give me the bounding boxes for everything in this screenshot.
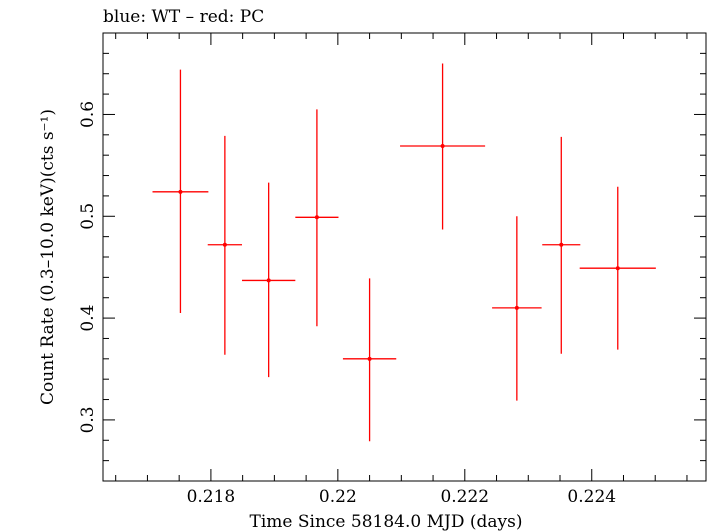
x-tick-label: 0.218 — [187, 487, 236, 507]
point-marker — [615, 266, 620, 271]
data-points — [152, 63, 656, 442]
point-marker — [314, 215, 319, 220]
y-tick-label: 0.4 — [78, 305, 98, 332]
point-marker — [178, 189, 183, 194]
y-tick-label: 0.6 — [78, 101, 98, 128]
y-axis-ticks: 0.3 0.4 0.5 0.6 — [78, 32, 706, 482]
data-point — [400, 63, 486, 230]
point-marker — [222, 242, 227, 247]
data-point — [542, 136, 581, 354]
data-point — [579, 186, 656, 350]
point-marker — [440, 144, 445, 149]
data-point — [295, 109, 339, 327]
chart-title: blue: WT – red: PC — [103, 7, 264, 27]
data-point — [242, 182, 296, 378]
x-tick-label: 0.22 — [319, 487, 357, 507]
x-tick-label: 0.222 — [440, 487, 489, 507]
x-tick-label: 0.224 — [567, 487, 616, 507]
data-point — [342, 278, 397, 442]
y-tick-label: 0.5 — [78, 203, 98, 230]
y-tick-label: 0.3 — [78, 406, 98, 433]
point-marker — [559, 242, 564, 247]
point-marker — [367, 356, 372, 361]
data-point — [152, 69, 209, 313]
x-axis-ticks: 0.218 0.22 0.222 0.224 — [115, 33, 688, 507]
x-axis-label: Time Since 58184.0 MJD (days) — [250, 512, 523, 532]
point-marker — [514, 305, 519, 310]
data-point — [207, 135, 243, 355]
point-marker — [266, 278, 271, 283]
y-axis-label: Count Rate (0.3–10.0 keV)(cts s⁻¹) — [38, 109, 58, 405]
plot-frame — [102, 32, 707, 482]
data-point — [492, 216, 542, 401]
